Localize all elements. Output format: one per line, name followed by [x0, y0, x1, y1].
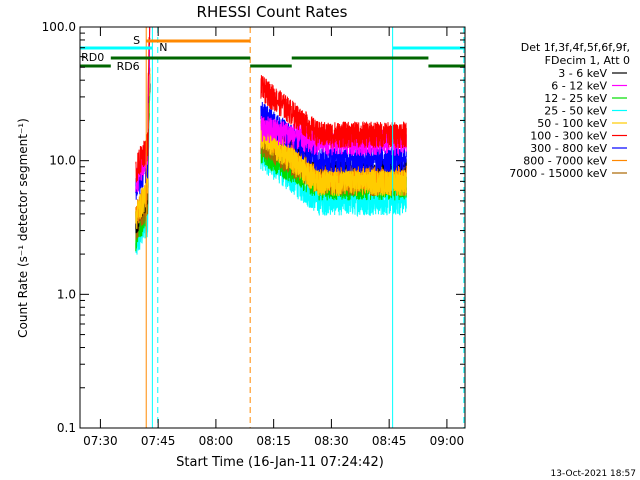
- legend-header-line-1: Det 1f,3f,4f,5f,6f,9f,: [521, 41, 630, 54]
- legend-label: 6 - 12 keV: [551, 80, 607, 93]
- legend-label: 7000 - 15000 keV: [509, 167, 607, 180]
- x-tick-label: 07:45: [141, 434, 176, 448]
- series-line-100-300-keV: [135, 27, 151, 183]
- rd6-label: RD6: [117, 60, 140, 73]
- legend-header-line-2: FDecim 1, Att 0: [545, 54, 630, 67]
- s-label: S: [133, 34, 140, 47]
- y-tick-label: 10.0: [49, 154, 76, 168]
- footer-date: 13-Oct-2021 18:57: [551, 469, 636, 479]
- x-tick-label: 08:30: [314, 434, 349, 448]
- y-axis-label: Count Rate (s⁻¹ detector segment⁻¹): [16, 118, 30, 338]
- legend: Det 1f,3f,4f,5f,6f,9f, FDecim 1, Att 0 3…: [509, 41, 630, 180]
- y-tick-label: 100.0: [42, 20, 76, 34]
- data-layer: [135, 27, 407, 255]
- legend-label: 300 - 800 keV: [530, 142, 607, 155]
- legend-label: 25 - 50 keV: [544, 105, 607, 118]
- series-line-50-100-keV: [135, 72, 151, 229]
- series-line-main-50-100-keV: [260, 123, 407, 197]
- y-tick-label: 1.0: [57, 287, 76, 301]
- series-line-main-100-300-keV: [260, 75, 407, 149]
- x-tick-label: 08:45: [372, 434, 407, 448]
- legend-label: 3 - 6 keV: [558, 67, 607, 80]
- legend-label: 50 - 100 keV: [537, 117, 607, 130]
- x-tick-label: 08:00: [199, 434, 234, 448]
- axis-layer: 0.1 1.0 10.0 100.0 07:30 07:45 08:00 08:15 08:30…: [42, 20, 465, 448]
- x-tick-label: 07:30: [83, 434, 118, 448]
- legend-label: 800 - 7000 keV: [523, 155, 607, 168]
- legend-label: 100 - 300 keV: [530, 130, 607, 143]
- chart-title: RHESSI Count Rates: [197, 3, 348, 21]
- plot-frame: [79, 26, 466, 429]
- x-axis-label: Start Time (16-Jan-11 07:24:42): [176, 455, 384, 470]
- y-tick-label: 0.1: [57, 421, 76, 435]
- n-label: N: [159, 41, 167, 54]
- rd0-label: RD0: [81, 51, 104, 64]
- annotation-layer: S N RD0 RD6: [80, 27, 465, 428]
- legend-label: 12 - 25 keV: [544, 92, 607, 105]
- x-tick-label: 09:00: [430, 434, 465, 448]
- x-tick-label: 08:15: [256, 434, 291, 448]
